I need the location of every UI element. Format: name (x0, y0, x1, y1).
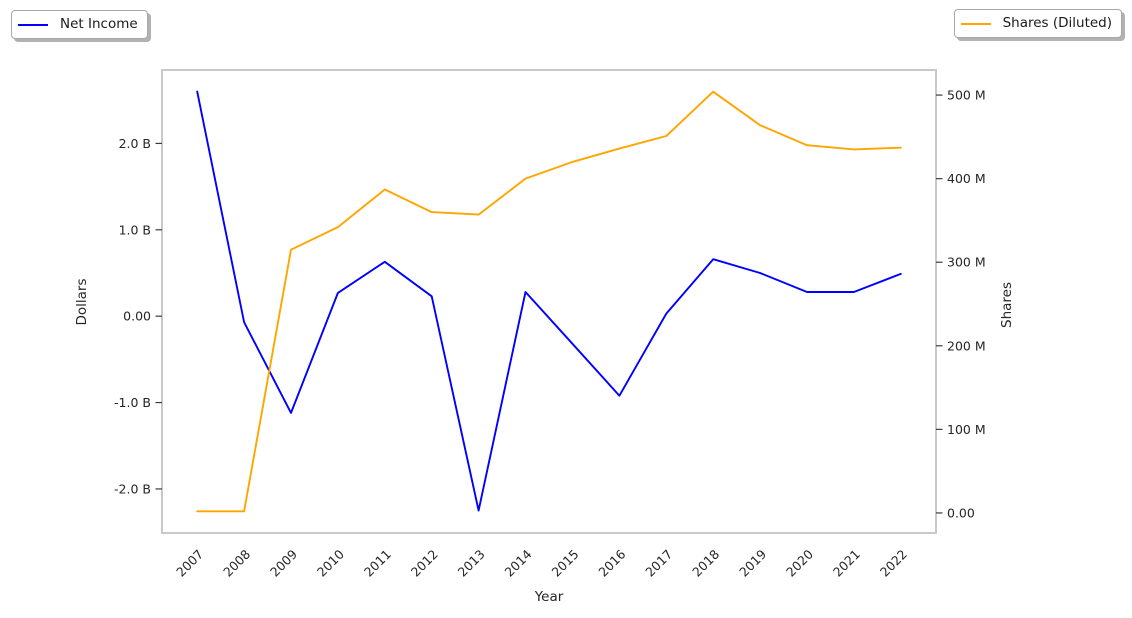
legend-shares-diluted-label: Shares (Diluted) (1002, 15, 1112, 31)
right-axis-tick-label: 500 M (947, 88, 986, 103)
left-axis-tick-label: -2.0 B (114, 481, 151, 496)
x-axis-tick-label: 2019 (736, 546, 769, 579)
x-axis-tick-label: 2013 (455, 547, 488, 580)
x-axis-tick-label: 2009 (267, 546, 300, 579)
left-axis-tick-label: 0.00 (123, 309, 151, 324)
x-axis-tick-label: 2015 (548, 547, 581, 580)
shares-diluted-line (196, 90, 902, 513)
x-axis-tick-label: 2022 (877, 547, 910, 580)
right-axis-tick-label: 100 M (947, 422, 986, 437)
x-axis-tick-label: 2016 (595, 546, 628, 579)
legend-shares-diluted: Shares (Diluted) (953, 9, 1122, 38)
net-income-line-swatch-icon (18, 23, 48, 26)
left-axis-tick-label: -1.0 B (114, 395, 151, 410)
left-axis-title: Dollars (74, 278, 90, 325)
x-axis-tick-label: 2010 (314, 546, 347, 579)
shares-line-swatch-icon (960, 22, 991, 25)
legend-net-income-label: Net Income (60, 16, 138, 32)
right-axis-title: Shares (999, 282, 1015, 328)
x-axis-tick-label: 2020 (783, 546, 816, 579)
right-axis-tick-label: 400 M (947, 171, 986, 186)
right-axis-tick-label: 300 M (947, 255, 986, 270)
legend-net-income: Net Income (11, 10, 148, 39)
right-axis-tick-label: 200 M (947, 338, 986, 353)
left-axis-tick-label: 2.0 B (119, 136, 151, 151)
x-axis-tick-label: 2014 (502, 546, 535, 579)
x-axis-tick-label: 2017 (642, 547, 675, 580)
net-income-line (196, 90, 902, 512)
x-axis-tick-label: 2007 (173, 547, 206, 580)
x-axis-tick-label: 2008 (220, 546, 253, 579)
right-axis-tick-label: 0.00 (947, 505, 975, 520)
x-axis-tick-label: 2021 (830, 547, 863, 580)
x-axis-title: Year (534, 589, 564, 605)
x-axis-tick-label: 2012 (408, 547, 441, 580)
x-axis-tick-label: 2011 (361, 547, 394, 580)
x-axis-tick-label: 2018 (689, 546, 722, 579)
plot-border (161, 69, 937, 534)
left-axis-tick-label: 1.0 B (119, 222, 151, 237)
